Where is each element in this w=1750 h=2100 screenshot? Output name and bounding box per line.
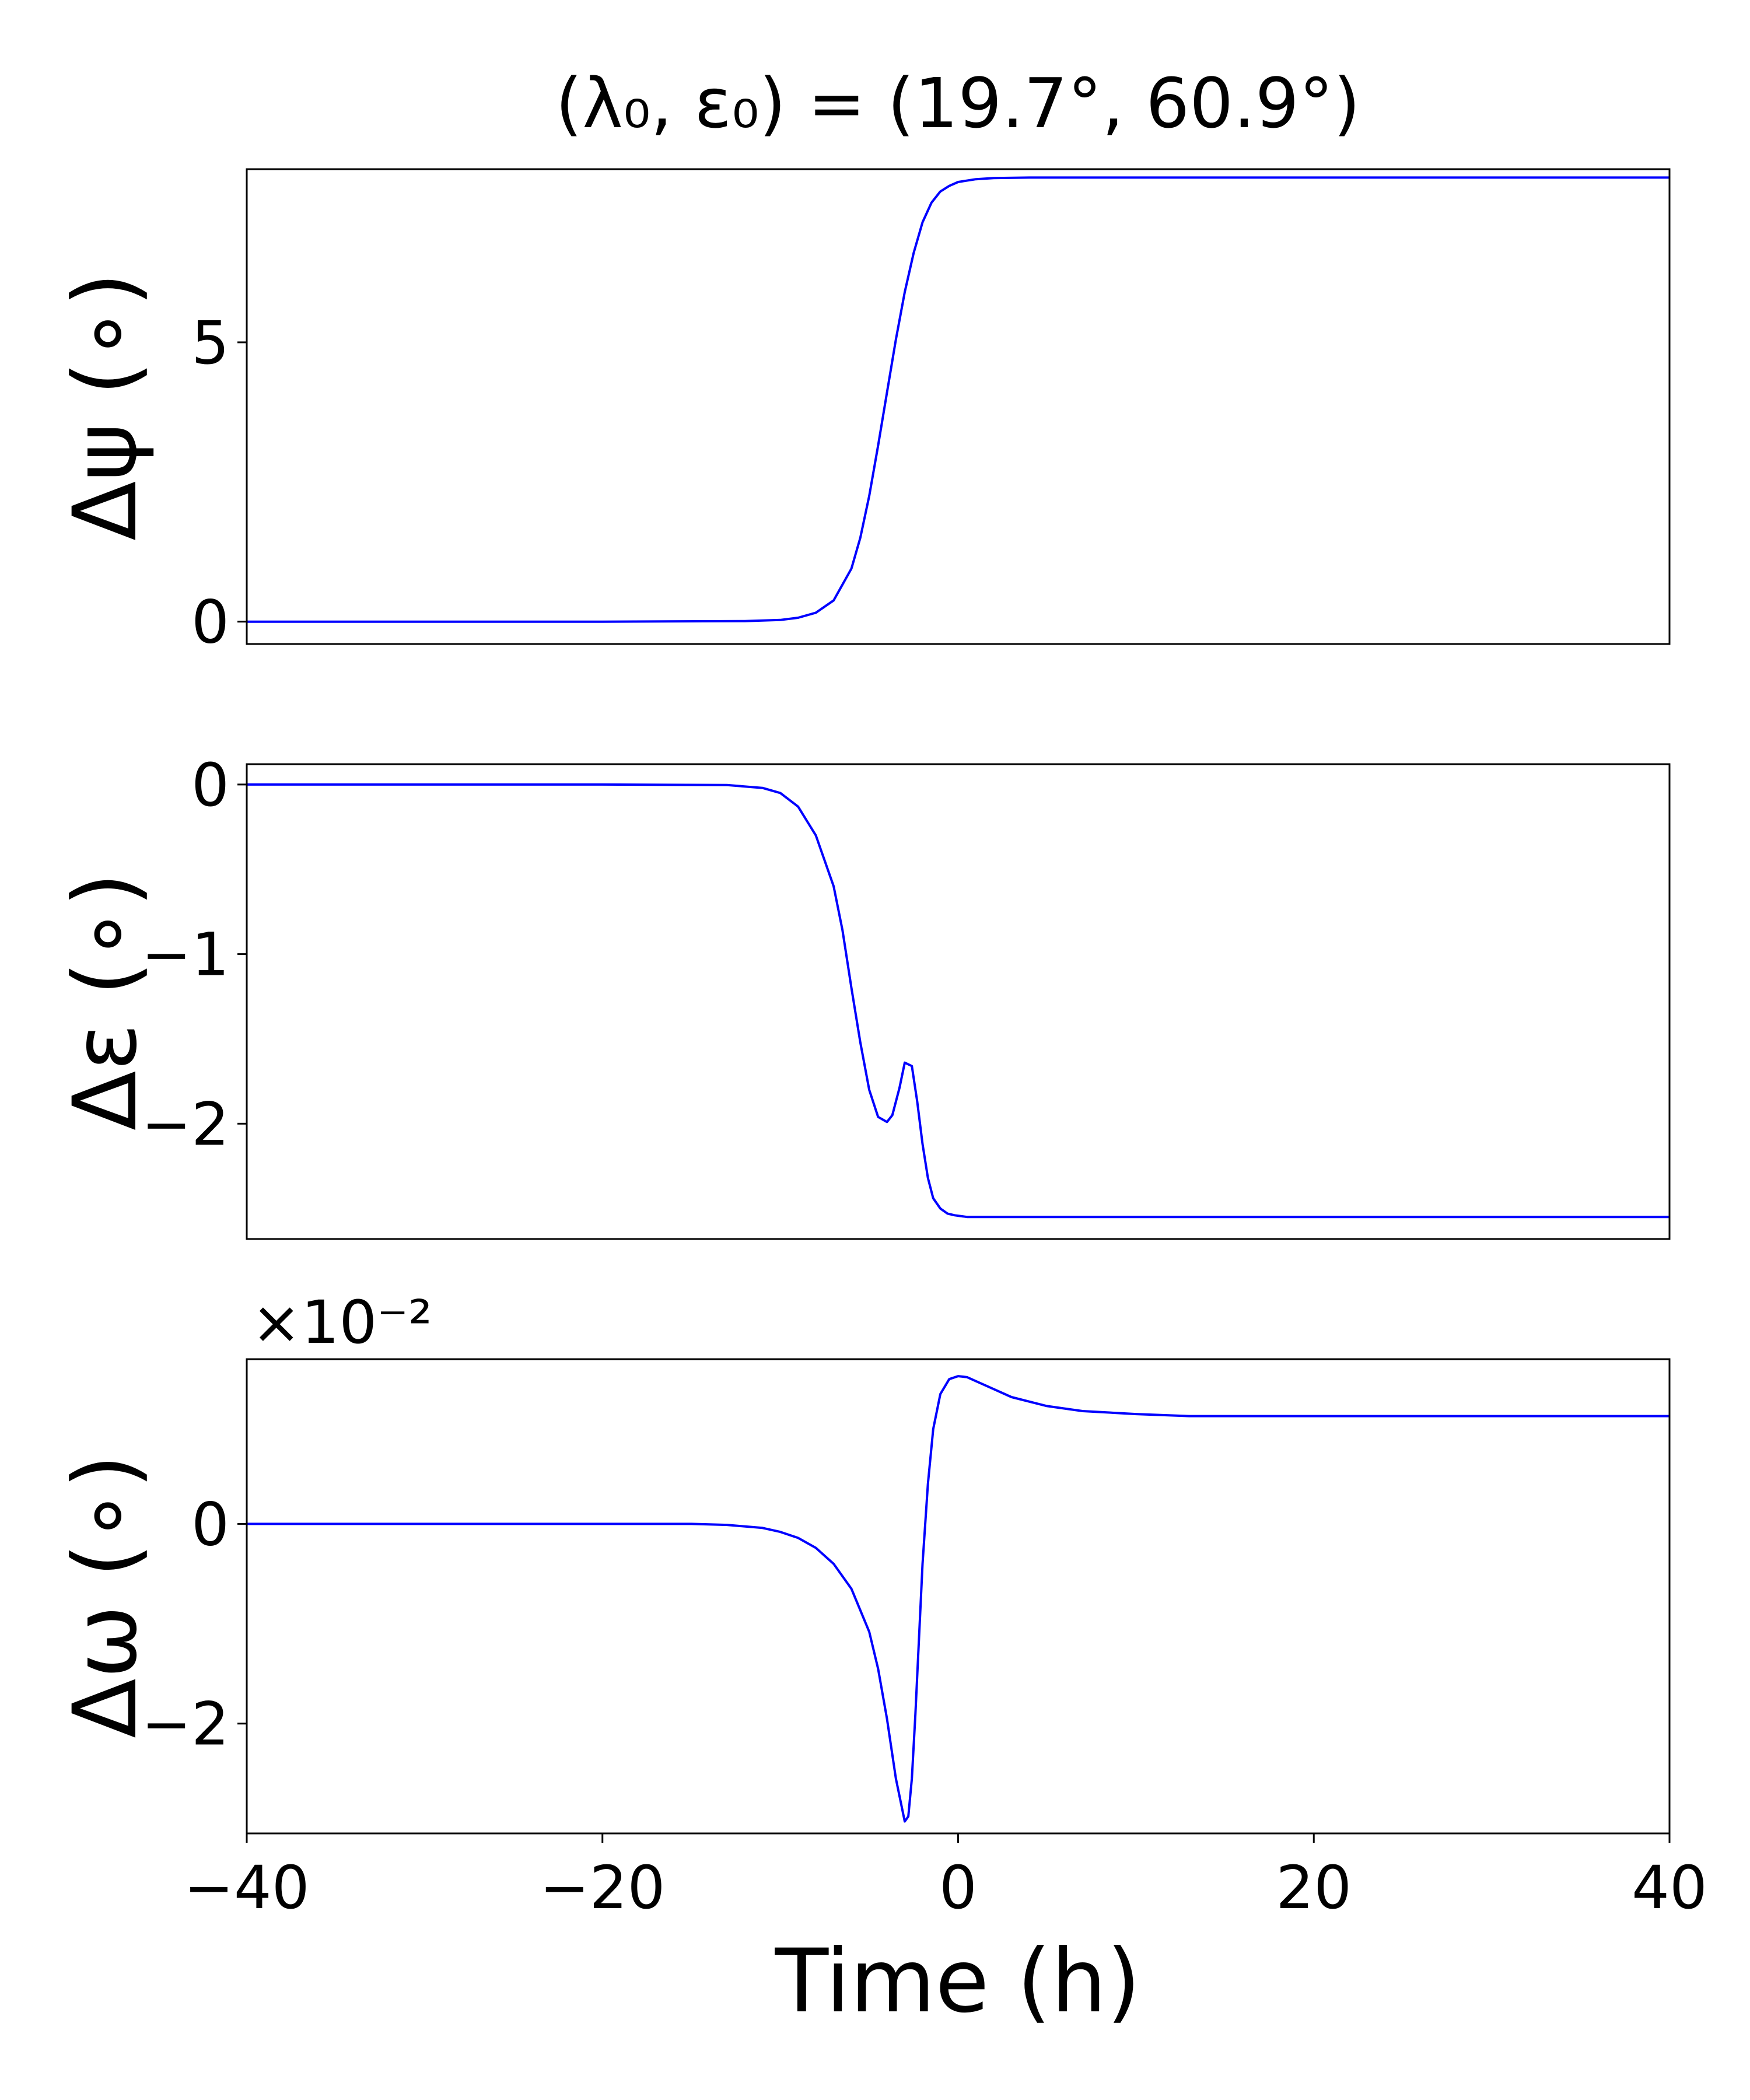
panel-1-ytick-label: 5 [191,309,229,378]
panel-2-ytick-label: −1 [142,921,229,990]
panel-2-series-line-1 [247,783,1670,1219]
panel-3-xtick-label: −20 [540,1853,665,1923]
panel-3-ytick-label: −2 [142,1690,229,1759]
panel-3-xtick-label: 40 [1632,1853,1707,1923]
panel-3-axes-frame [246,1358,1671,1835]
panel-3-ytick-label: 0 [191,1490,229,1559]
panel-1-axes-frame [246,168,1671,645]
panel-3-xtick-label: 20 [1276,1853,1352,1923]
chart-title: (λ₀, ε₀) = (19.7°, 60.9°) [555,63,1360,144]
x-axis-label: Time (h) [775,1931,1141,2032]
panel-3-xtick-label: −40 [184,1853,309,1923]
panel-1-y-axis-label: Δψ (∘) [55,272,156,541]
panel-3-series-line-1 [247,1375,1670,1823]
panel-3-y-axis-label: Δω (∘) [55,1454,156,1738]
panel-2-ytick-label: −2 [142,1090,229,1159]
panel-1-ytick-label: 0 [191,588,229,657]
panel-2-axes-frame [246,763,1671,1240]
panel-1-series-line-1 [247,176,1670,623]
panel-2-y-axis-label: Δε (∘) [55,873,156,1130]
panel-2-ytick-label: 0 [191,751,229,820]
panel-3-xtick-label: 0 [939,1853,977,1923]
panel-3-offset-text: ×10⁻² [251,1288,432,1357]
